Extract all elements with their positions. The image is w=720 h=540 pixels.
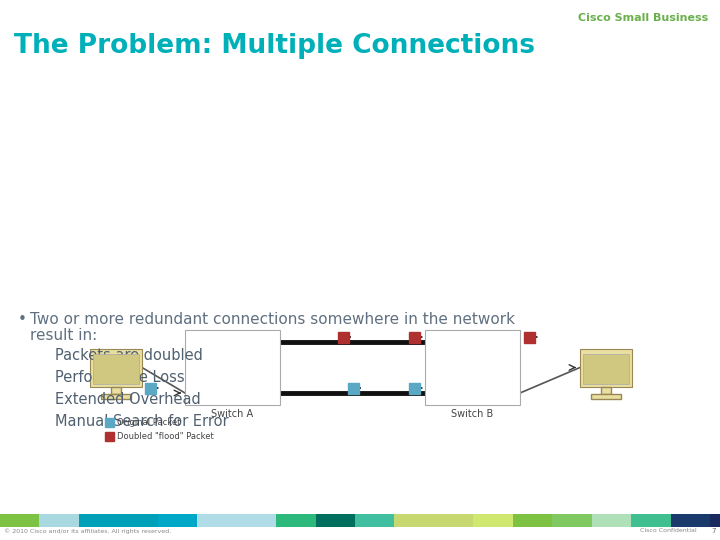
Bar: [348, 383, 359, 394]
Text: Performance Loss: Performance Loss: [55, 370, 184, 385]
Text: Two or more redundant connections somewhere in the network: Two or more redundant connections somewh…: [30, 312, 515, 327]
Text: •: •: [18, 312, 27, 327]
Bar: [185, 330, 280, 405]
Bar: [105, 418, 114, 427]
Text: Cisco Small Business: Cisco Small Business: [577, 13, 708, 23]
Bar: [0, 514, 40, 527]
Text: Cisco Confidential: Cisco Confidential: [640, 528, 697, 533]
Bar: [79, 514, 118, 527]
Bar: [395, 514, 434, 527]
Bar: [524, 332, 535, 343]
Text: © 2010 Cisco and/or its affiliates. All rights reserved.: © 2010 Cisco and/or its affiliates. All …: [4, 528, 171, 534]
Bar: [473, 514, 513, 527]
Bar: [592, 514, 631, 527]
Text: Manual Search for Error: Manual Search for Error: [55, 414, 229, 429]
Bar: [601, 387, 611, 394]
Bar: [93, 354, 139, 383]
Text: The Problem: Multiple Connections: The Problem: Multiple Connections: [14, 33, 535, 59]
Text: Extended Overhead: Extended Overhead: [55, 392, 201, 407]
Text: Switch B: Switch B: [451, 409, 494, 419]
Bar: [338, 332, 348, 343]
Text: Original Packet: Original Packet: [117, 418, 181, 427]
Bar: [409, 332, 420, 343]
Bar: [276, 514, 315, 527]
Bar: [101, 394, 131, 399]
Text: Switch A: Switch A: [212, 409, 253, 419]
Text: Packets are doubled: Packets are doubled: [55, 348, 203, 363]
Text: result in:: result in:: [30, 328, 97, 343]
Bar: [434, 514, 473, 527]
Bar: [111, 387, 121, 394]
Bar: [90, 348, 142, 387]
Bar: [583, 354, 629, 383]
Bar: [158, 514, 197, 527]
Bar: [591, 394, 621, 399]
Text: 7: 7: [712, 528, 716, 534]
Bar: [552, 514, 592, 527]
Bar: [197, 514, 237, 527]
Bar: [315, 514, 355, 527]
Bar: [710, 514, 720, 527]
Bar: [409, 383, 420, 394]
Bar: [425, 330, 520, 405]
Bar: [40, 514, 79, 527]
Text: Doubled "flood" Packet: Doubled "flood" Packet: [117, 432, 214, 441]
Bar: [580, 348, 632, 387]
Bar: [355, 514, 395, 527]
Bar: [105, 432, 114, 441]
Bar: [513, 514, 552, 527]
Bar: [145, 383, 156, 394]
Bar: [631, 514, 670, 527]
Bar: [670, 514, 710, 527]
Bar: [118, 514, 158, 527]
Bar: [237, 514, 276, 527]
